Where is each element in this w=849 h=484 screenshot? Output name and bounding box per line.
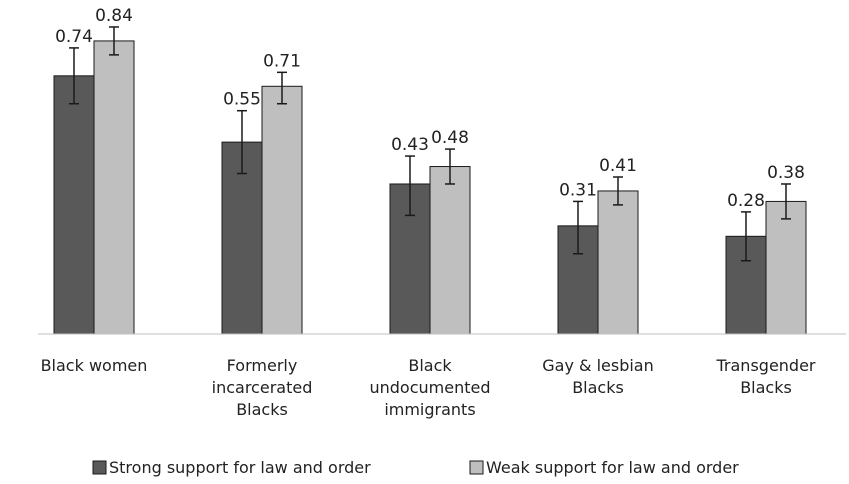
legend-item-weak: Weak support for law and order bbox=[469, 458, 739, 477]
legend: Strong support for law and order Weak sup… bbox=[92, 458, 739, 477]
data-label-strong-1: 0.55 bbox=[223, 90, 261, 110]
error-bar-strong-0 bbox=[69, 47, 79, 105]
data-label-strong-4: 0.28 bbox=[727, 191, 765, 211]
data-label-weak-4: 0.38 bbox=[767, 163, 805, 183]
data-label-weak-1: 0.71 bbox=[263, 51, 301, 71]
bars-layer bbox=[53, 26, 807, 335]
category-label-4: Transgender Blacks bbox=[716, 356, 816, 397]
bar-weak-0 bbox=[93, 40, 135, 335]
bar-weak-4 bbox=[765, 200, 807, 335]
error-bar-weak-4 bbox=[781, 183, 791, 220]
category-label-1: Formerly incarcerated Blacks bbox=[212, 356, 313, 419]
data-label-strong-3: 0.31 bbox=[559, 180, 597, 200]
bar-strong-0 bbox=[53, 75, 95, 335]
bar-weak-2 bbox=[429, 166, 471, 335]
legend-swatch-weak bbox=[469, 460, 484, 475]
bar-weak-1 bbox=[261, 85, 303, 335]
category-label-0: Black women bbox=[41, 356, 148, 375]
category-label-2: Black undocumented immigrants bbox=[369, 356, 490, 419]
error-bar-weak-1 bbox=[277, 71, 287, 105]
data-label-weak-3: 0.41 bbox=[599, 156, 637, 176]
data-label-weak-2: 0.48 bbox=[431, 128, 469, 148]
legend-swatch-strong bbox=[92, 460, 107, 475]
data-label-strong-2: 0.43 bbox=[391, 135, 429, 155]
error-bar-weak-2 bbox=[445, 148, 455, 185]
error-bar-strong-3 bbox=[573, 200, 583, 255]
legend-label-strong: Strong support for law and order bbox=[109, 458, 371, 477]
legend-label-weak: Weak support for law and order bbox=[486, 458, 739, 477]
legend-item-strong: Strong support for law and order bbox=[92, 458, 371, 477]
data-label-weak-0: 0.84 bbox=[95, 6, 133, 26]
category-labels-layer: Black women Formerly incarcerated Blacks Bla… bbox=[41, 356, 816, 419]
error-bar-strong-2 bbox=[405, 155, 415, 217]
category-label-3: Gay & lesbian Blacks bbox=[542, 356, 654, 397]
data-label-strong-0: 0.74 bbox=[55, 27, 93, 47]
data-labels-layer: 0.740.84 0.550.71 0.43 0.48 0.310.41 0.280.38 bbox=[55, 6, 805, 211]
error-bar-strong-1 bbox=[237, 109, 247, 175]
error-bar-strong-4 bbox=[741, 211, 751, 262]
bar-weak-3 bbox=[597, 190, 639, 335]
error-bar-weak-0 bbox=[109, 26, 119, 56]
error-bar-weak-3 bbox=[613, 176, 623, 206]
